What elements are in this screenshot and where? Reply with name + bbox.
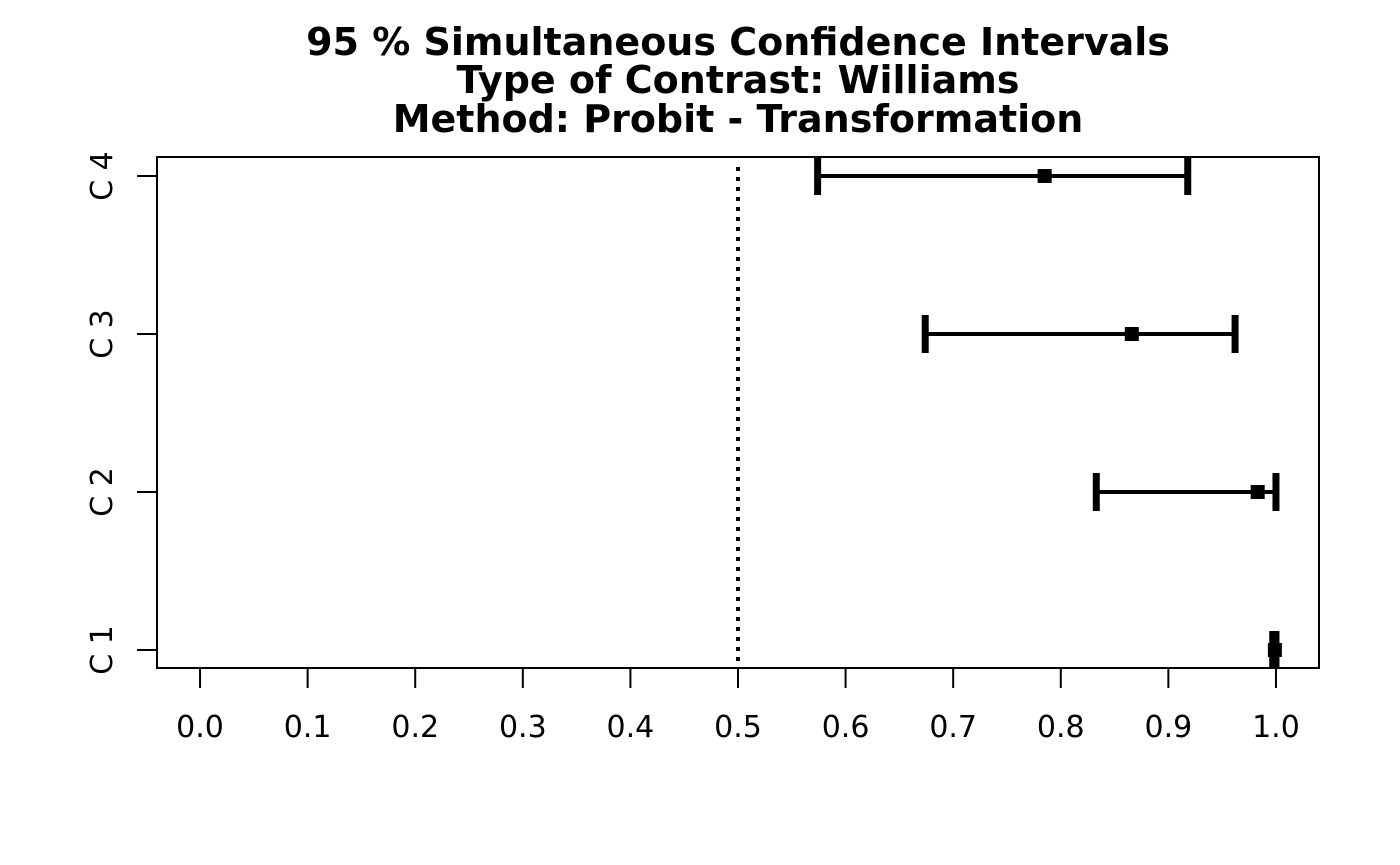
interval-c2 (1092, 473, 1280, 511)
intervals (814, 157, 1282, 669)
x-axis: 0.0 0.1 0.2 0.3 0.4 0.5 0.6 0.7 0.8 0.9 1.0 (176, 668, 1300, 745)
interval-c1 (1267, 631, 1282, 669)
y-tick-label: C 2 (85, 467, 120, 517)
estimate-point (1037, 169, 1052, 183)
x-tick-label: 0.5 (714, 710, 762, 745)
estimate-point (1267, 643, 1282, 657)
x-tick-label: 0.0 (176, 710, 224, 745)
x-tick-label: 0.9 (1145, 710, 1193, 745)
x-tick-label: 1.0 (1252, 710, 1300, 745)
x-tick-label: 0.7 (929, 710, 977, 745)
x-tick-label: 0.2 (391, 710, 439, 745)
estimate-point (1124, 327, 1139, 341)
y-tick-label: C 4 (85, 151, 120, 201)
x-tick-label: 0.8 (1037, 710, 1085, 745)
title-line-2: Type of Contrast: Williams (457, 58, 1020, 102)
x-tick-label: 0.4 (607, 710, 655, 745)
title-line-3: Method: Probit - Transformation (393, 97, 1084, 141)
x-tick-label: 0.1 (284, 710, 332, 745)
x-tick-label: 0.3 (499, 710, 547, 745)
x-tick-label: 0.6 (822, 710, 870, 745)
y-axis: C 1 C 2 C 3 C 4 (85, 151, 157, 675)
interval-c4 (814, 157, 1192, 195)
estimate-point (1250, 485, 1265, 499)
chart-title: 95 % Simultaneous Confidence Intervals T… (306, 20, 1170, 141)
title-line-1: 95 % Simultaneous Confidence Intervals (306, 20, 1170, 64)
interval-c3 (921, 315, 1239, 353)
plot-frame (156, 156, 1320, 669)
y-tick-label: C 3 (85, 309, 120, 359)
y-tick-label: C 1 (85, 625, 120, 675)
